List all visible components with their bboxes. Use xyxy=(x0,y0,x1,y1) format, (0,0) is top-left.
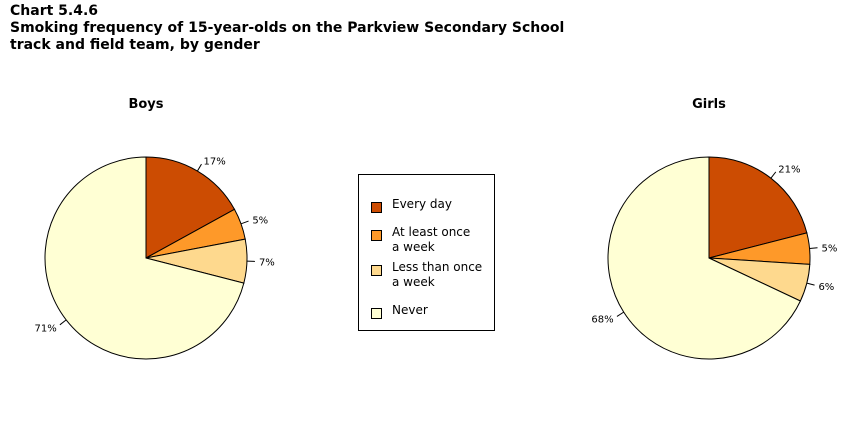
boys-slice-every-day xyxy=(145,156,236,259)
boys-value-label-at-least-once: 5% xyxy=(252,216,268,227)
boys-value-label-never: 71% xyxy=(34,323,56,334)
boys-value-label-less-than-once: 7% xyxy=(259,258,275,269)
girls-leader-less-than-once xyxy=(806,282,815,286)
legend-item-every-day: Every day xyxy=(371,197,492,213)
legend-label-never: Never xyxy=(392,303,428,317)
boys-leader-never xyxy=(59,319,67,326)
legend-label-less-than-once-line1: Less than once xyxy=(392,260,483,274)
legend-swatch-at-least-once xyxy=(371,230,382,241)
girls-pie-title: Girls xyxy=(692,97,726,112)
chart-number: Chart 5.4.6 xyxy=(10,3,99,19)
legend: Every day At least once a week Less than… xyxy=(358,174,495,331)
legend-item-never: Never xyxy=(371,303,492,319)
legend-item-less-than-once: Less than once a week xyxy=(371,260,492,290)
legend-swatch-never xyxy=(371,308,382,319)
boys-leader-every-day xyxy=(196,163,202,172)
chart-title-line1: Smoking frequency of 15-year-olds on the… xyxy=(10,20,565,36)
legend-swatch-less-than-once xyxy=(371,265,382,276)
legend-item-at-least-once: At least once a week xyxy=(371,225,492,255)
boys-slice-never xyxy=(44,156,245,360)
girls-value-label-less-than-once: 6% xyxy=(818,282,834,293)
chart-title-line2: track and field team, by gender xyxy=(10,37,260,53)
boys-leader-at-least-once xyxy=(240,220,249,225)
legend-label-at-least-once-line1: At least once xyxy=(392,225,471,239)
girls-leader-every-day xyxy=(770,171,777,179)
boys-value-label-every-day: 17% xyxy=(204,157,226,168)
girls-leader-never xyxy=(616,311,624,317)
girls-value-label-at-least-once: 5% xyxy=(821,243,837,254)
chart-header: Chart 5.4.6 Smoking frequency of 15-year… xyxy=(10,3,564,54)
girls-leader-at-least-once xyxy=(809,247,818,249)
boys-pie-title: Boys xyxy=(128,97,164,112)
girls-slice-never xyxy=(607,156,802,360)
legend-swatch-every-day xyxy=(371,202,382,213)
legend-label-less-than-once-line2: a week xyxy=(392,275,435,289)
girls-value-label-every-day: 21% xyxy=(778,165,800,176)
legend-label-at-least-once-line2: a week xyxy=(392,240,435,254)
legend-label-every-day: Every day xyxy=(392,197,452,211)
girls-value-label-never: 68% xyxy=(591,315,613,326)
